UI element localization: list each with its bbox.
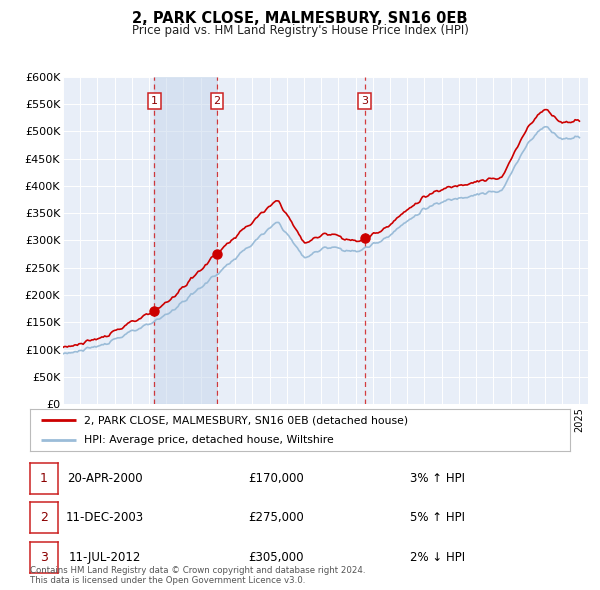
Text: 3% ↑ HPI: 3% ↑ HPI: [410, 472, 466, 485]
Text: 2, PARK CLOSE, MALMESBURY, SN16 0EB (detached house): 2, PARK CLOSE, MALMESBURY, SN16 0EB (det…: [84, 415, 408, 425]
Text: £170,000: £170,000: [248, 472, 304, 485]
Text: 2% ↓ HPI: 2% ↓ HPI: [410, 551, 466, 564]
Text: Contains HM Land Registry data © Crown copyright and database right 2024.
This d: Contains HM Land Registry data © Crown c…: [30, 566, 365, 585]
Text: £275,000: £275,000: [248, 512, 304, 525]
Text: 5% ↑ HPI: 5% ↑ HPI: [410, 512, 466, 525]
Text: 2, PARK CLOSE, MALMESBURY, SN16 0EB: 2, PARK CLOSE, MALMESBURY, SN16 0EB: [132, 11, 468, 25]
Text: HPI: Average price, detached house, Wiltshire: HPI: Average price, detached house, Wilt…: [84, 435, 334, 445]
Text: £305,000: £305,000: [248, 551, 304, 564]
Text: 1: 1: [40, 472, 48, 485]
Text: 2: 2: [40, 512, 48, 525]
Text: 2: 2: [214, 96, 220, 106]
Text: 11-JUL-2012: 11-JUL-2012: [69, 551, 141, 564]
Text: 20-APR-2000: 20-APR-2000: [67, 472, 143, 485]
Text: 3: 3: [361, 96, 368, 106]
Bar: [154, 77, 217, 404]
Text: 11-DEC-2003: 11-DEC-2003: [66, 512, 144, 525]
Text: 1: 1: [151, 96, 158, 106]
Text: Price paid vs. HM Land Registry's House Price Index (HPI): Price paid vs. HM Land Registry's House …: [131, 24, 469, 37]
Text: 3: 3: [40, 551, 48, 564]
